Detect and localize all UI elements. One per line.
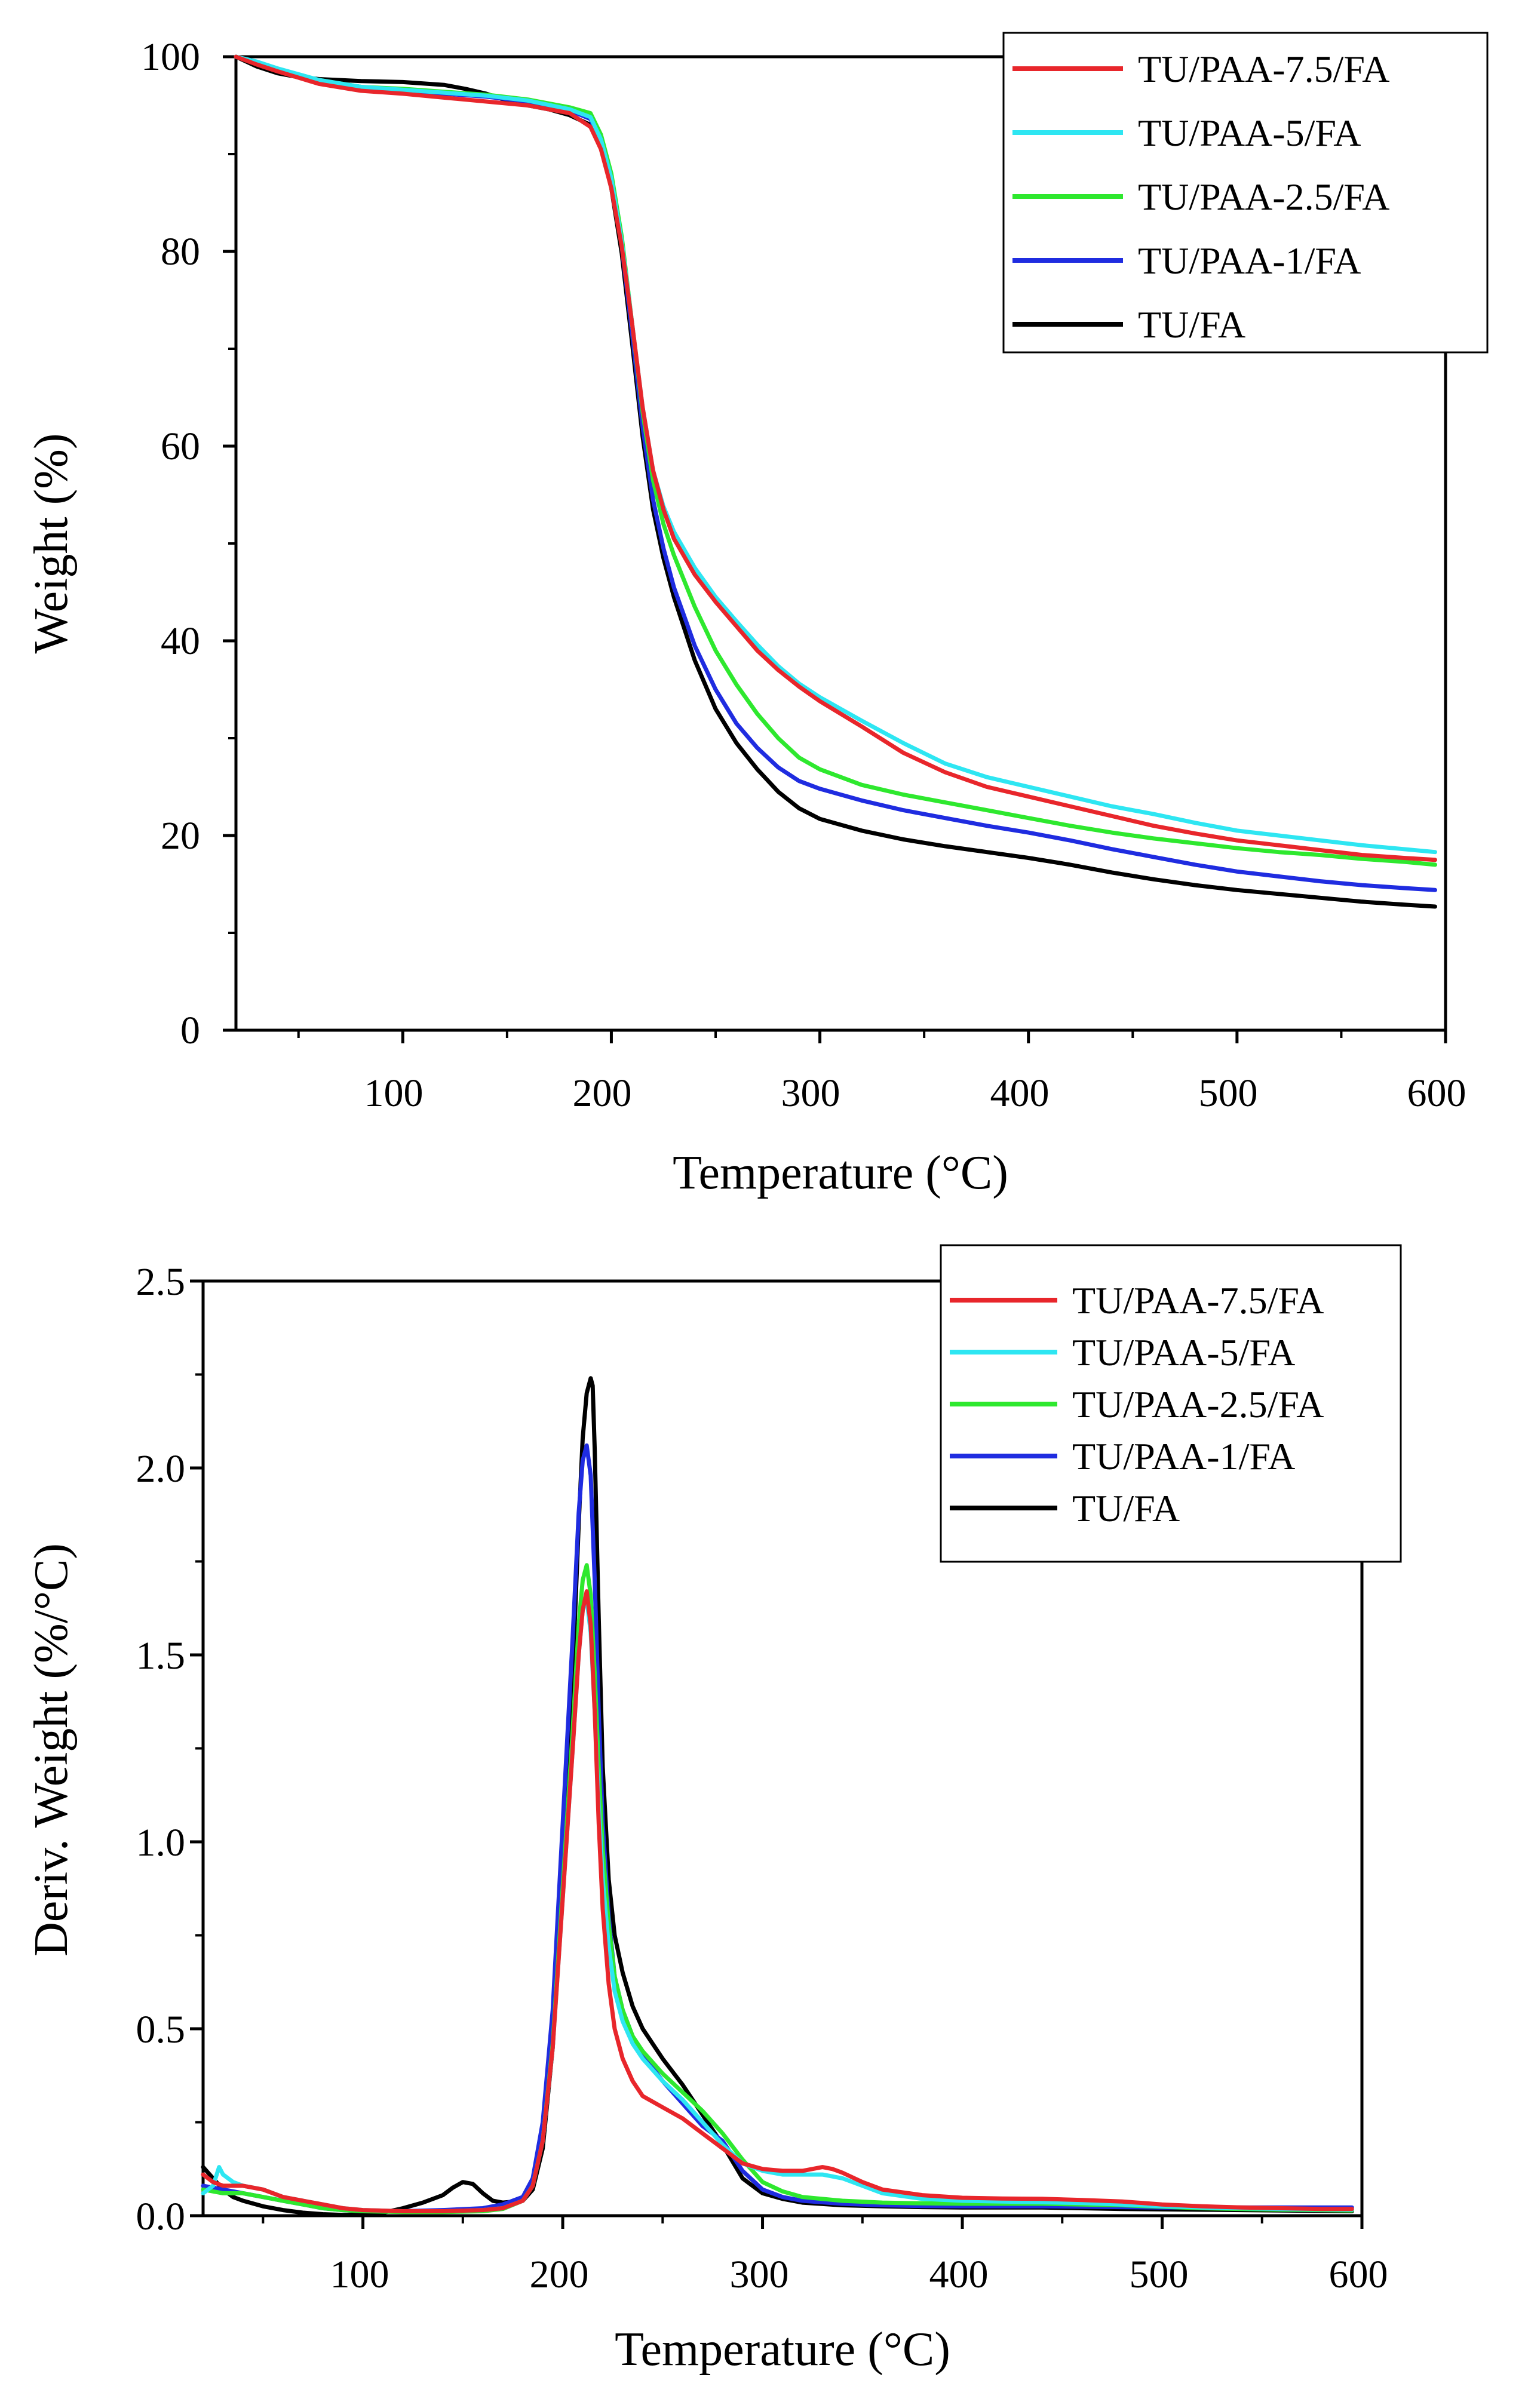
dtg-y-tick-label: 1.0: [136, 1821, 186, 1865]
dtg-legend-label: TU/PAA-1/FA: [1072, 1435, 1295, 1478]
tga-x-tick-label: 600: [1407, 1071, 1466, 1115]
tga-series-group: [234, 54, 1437, 909]
tga-x-axis-title: Temperature (°C): [673, 1147, 1008, 1199]
tga-x-tick-label: 500: [1199, 1071, 1258, 1115]
dtg-series-group: [201, 1376, 1354, 2217]
tga-x-tick-label: 200: [573, 1071, 632, 1115]
dtg-legend-label: TU/FA: [1072, 1487, 1180, 1529]
tga-legend: TU/PAA-7.5/FA TU/PAA-5/FA TU/PAA-2.5/FA …: [1002, 32, 1489, 354]
dtg-y-tick-label: 0.0: [136, 2195, 186, 2238]
dtg-y-axis-title: Deriv. Weight (%/°C): [25, 1543, 78, 1956]
tga-y-tick-labels: 0 20 40 60 80 100: [141, 35, 200, 1052]
tga-series-tu-fa: [234, 54, 1437, 909]
dtg-series-tu-paa-7-5-fa: [201, 1589, 1354, 2213]
dtg-chart: 100 200 300 400 500 600 0.0 0.5 1.0 1.5 …: [25, 1244, 1402, 2376]
dtg-y-tick-label: 0.5: [136, 2008, 186, 2051]
tga-legend-label: TU/PAA-1/FA: [1138, 239, 1361, 282]
dtg-x-tick-label: 500: [1130, 2253, 1189, 2296]
dtg-y-tick-label: 2.5: [136, 1260, 186, 1304]
dtg-x-tick-label: 300: [730, 2253, 789, 2296]
tga-series-tu-paa-5-fa: [234, 54, 1437, 855]
dtg-x-tick-label: 100: [330, 2253, 389, 2296]
tga-legend-label: TU/FA: [1138, 303, 1245, 346]
tga-y-tick-label: 20: [161, 814, 200, 858]
tga-y-tick-label: 0: [180, 1009, 200, 1052]
tga-x-tick-label: 300: [781, 1071, 840, 1115]
dtg-x-tick-label: 600: [1329, 2253, 1388, 2296]
tga-y-tick-label: 40: [161, 619, 200, 663]
tga-x-tick-label: 100: [364, 1071, 424, 1115]
tga-legend-label: TU/PAA-2.5/FA: [1138, 176, 1389, 218]
dtg-x-tick-labels: 100 200 300 400 500 600: [330, 2253, 1388, 2296]
dtg-y-tick-label: 1.5: [136, 1634, 186, 1678]
dtg-x-axis-title: Temperature (°C): [615, 2323, 950, 2376]
dtg-x-tick-label: 200: [530, 2253, 589, 2296]
tga-legend-label: TU/PAA-7.5/FA: [1138, 48, 1389, 90]
tga-series-tu-paa-7-5-fa: [234, 54, 1437, 862]
tga-y-tick-label: 100: [141, 35, 200, 79]
tga-ticks: [223, 55, 1447, 1043]
dtg-y-tick-label: 2.0: [136, 1447, 186, 1491]
tga-legend-label: TU/PAA-5/FA: [1138, 112, 1361, 154]
dtg-y-tick-labels: 0.0 0.5 1.0 1.5 2.0 2.5: [136, 1260, 186, 2238]
dtg-ticks: [190, 1279, 1364, 2229]
dtg-legend-label: TU/PAA-7.5/FA: [1072, 1279, 1324, 1322]
tga-legend-box: [1002, 32, 1489, 354]
tga-x-tick-labels: 100 200 300 400 500 600: [364, 1071, 1466, 1115]
tga-x-tick-label: 400: [990, 1071, 1050, 1115]
dtg-legend: TU/PAA-7.5/FA TU/PAA-5/FA TU/PAA-2.5/FA …: [940, 1244, 1402, 1563]
tga-y-tick-label: 60: [161, 425, 200, 468]
tga-y-tick-label: 80: [161, 230, 200, 274]
dtg-x-tick-label: 400: [929, 2253, 989, 2296]
dtg-legend-label: TU/PAA-2.5/FA: [1072, 1383, 1324, 1426]
tga-y-axis-title: Weight (%): [25, 434, 78, 654]
dtg-legend-label: TU/PAA-5/FA: [1072, 1331, 1295, 1374]
tga-chart: 100 200 300 400 500 600 0 20 40 60 80 10…: [25, 32, 1489, 1199]
